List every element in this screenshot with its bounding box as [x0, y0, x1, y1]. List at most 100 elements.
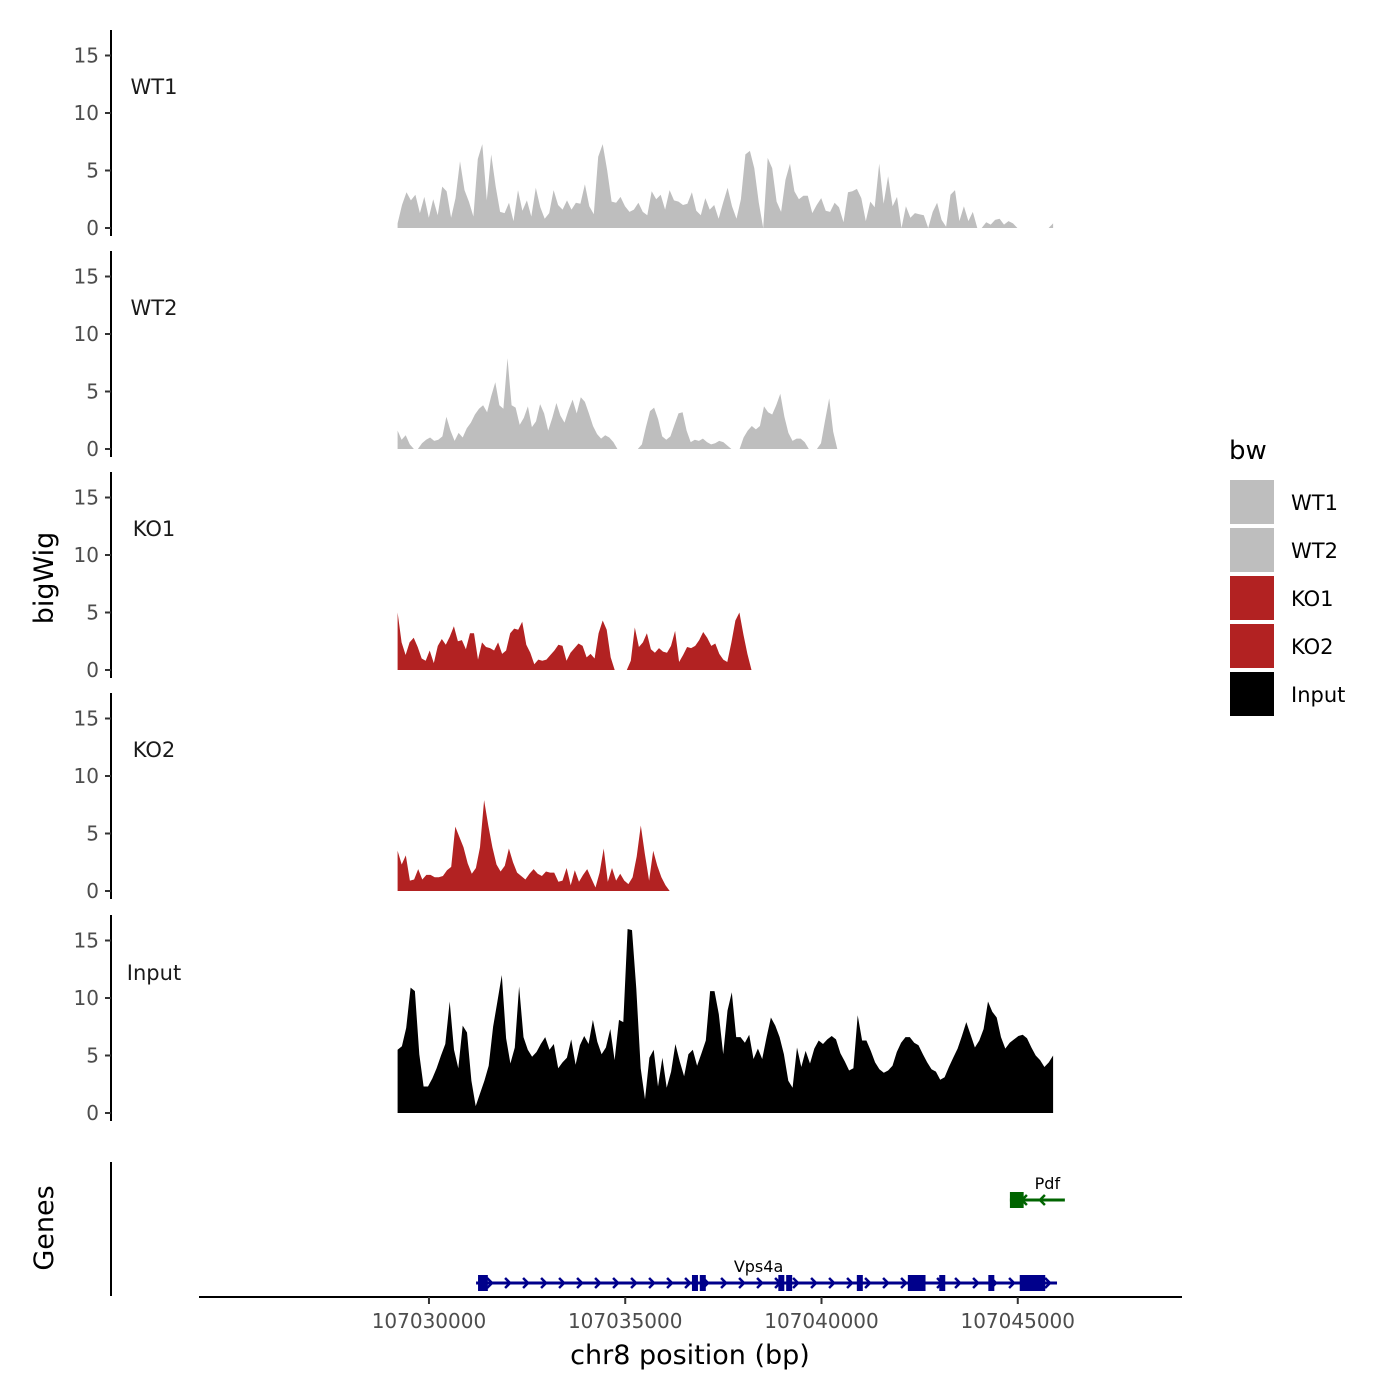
y-tick-label: 10 — [74, 543, 99, 567]
strand-chevron — [612, 1277, 620, 1289]
y-tick-label: 15 — [74, 707, 99, 731]
y-tick-label: 0 — [86, 658, 99, 682]
gene-exon — [988, 1275, 995, 1291]
strand-chevron — [684, 1277, 692, 1289]
y-tick-label: 5 — [86, 822, 99, 846]
x-tick-label: 107045000 — [960, 1309, 1075, 1333]
gene-name-label: Vps4a — [734, 1257, 783, 1276]
strand-chevron — [972, 1277, 980, 1289]
x-axis-title: chr8 position (bp) — [570, 1340, 810, 1371]
track-label-WT2: WT2 — [131, 296, 178, 320]
strand-chevron — [864, 1277, 872, 1289]
strand-chevron — [540, 1277, 548, 1289]
legend-label: KO2 — [1291, 635, 1334, 659]
coverage-area-WT1 — [397, 144, 1054, 228]
strand-chevron — [648, 1277, 656, 1289]
y-tick-label: 10 — [74, 322, 99, 346]
genes-axis-title: Genes — [29, 1185, 60, 1270]
gene-exon — [478, 1275, 488, 1291]
coverage-area-KO1 — [397, 612, 1054, 670]
legend-swatch — [1230, 528, 1274, 572]
track-label-KO2: KO2 — [133, 738, 176, 762]
track-panel-Input: 0 5 10 15 Input — [74, 915, 1054, 1125]
strand-chevron — [810, 1277, 818, 1289]
strand-chevron — [1008, 1277, 1016, 1289]
legend-swatch — [1230, 480, 1274, 524]
y-tick-label: 5 — [86, 1044, 99, 1068]
x-tick-label: 107040000 — [764, 1309, 879, 1333]
y-tick-label: 15 — [74, 265, 99, 289]
y-tick-label: 0 — [86, 879, 99, 903]
x-axis: 107030000 107035000 107040000 107045000 — [372, 1297, 1075, 1333]
legend-entry-WT1: WT1 — [1230, 480, 1338, 524]
strand-chevron — [504, 1277, 512, 1289]
strand-chevron — [756, 1277, 764, 1289]
y-tick-label: 0 — [86, 1101, 99, 1125]
legend-entry-WT2: WT2 — [1230, 528, 1338, 572]
legend-label: Input — [1291, 683, 1345, 707]
legend-label: KO1 — [1291, 587, 1334, 611]
gene-exon — [786, 1275, 793, 1291]
legend-entry-KO1: KO1 — [1230, 576, 1334, 620]
y-tick-label: 5 — [86, 380, 99, 404]
strand-chevron — [720, 1277, 728, 1289]
coverage-area-KO2 — [397, 800, 1054, 891]
strand-chevron — [954, 1277, 962, 1289]
legend-entry-Input: Input — [1230, 672, 1345, 716]
coverage-area-WT2 — [397, 358, 1054, 449]
tracks-layer: 0 5 10 15 WT1 0 5 10 15 WT2 0 5 10 15 KO1 0 5 10 15 KO2 0 5 10… — [74, 30, 1054, 1125]
strand-chevron — [828, 1277, 836, 1289]
legend-label: WT2 — [1291, 539, 1338, 563]
gene-exon — [939, 1275, 946, 1291]
genes-layer: Vps4a Pdf — [476, 1174, 1065, 1291]
strand-chevron — [522, 1277, 530, 1289]
strand-chevron — [846, 1277, 854, 1289]
strand-chevron — [1044, 1277, 1052, 1289]
y-tick-label: 0 — [86, 216, 99, 240]
legend-swatch — [1230, 576, 1274, 620]
gene-exon — [907, 1275, 926, 1291]
track-panel-WT2: 0 5 10 15 WT2 — [74, 251, 1054, 461]
track-panel-KO2: 0 5 10 15 KO2 — [74, 693, 1054, 903]
gene-name-label: Pdf — [1035, 1174, 1061, 1193]
y-tick-label: 10 — [74, 764, 99, 788]
legend-label: WT1 — [1291, 491, 1338, 515]
y-tick-label: 5 — [86, 159, 99, 183]
strand-chevron — [630, 1277, 638, 1289]
track-panel-WT1: 0 5 10 15 WT1 — [74, 30, 1054, 240]
legend-entries: WT1 WT2 KO1 KO2 Input — [1230, 480, 1345, 716]
gene-exon — [691, 1275, 698, 1291]
legend: bw WT1 WT2 KO1 KO2 Input — [1229, 436, 1345, 716]
strand-chevron — [666, 1277, 674, 1289]
strand-chevron — [792, 1277, 800, 1289]
y-tick-label: 0 — [86, 437, 99, 461]
gene-exon — [856, 1275, 863, 1291]
coverage-area-Input — [397, 929, 1054, 1113]
strand-chevron — [738, 1277, 746, 1289]
legend-swatch — [1230, 624, 1274, 668]
track-label-KO1: KO1 — [133, 517, 176, 541]
strand-chevron — [486, 1277, 494, 1289]
track-label-Input: Input — [127, 961, 181, 985]
strand-chevron — [558, 1277, 566, 1289]
strand-chevron — [1038, 1194, 1046, 1206]
y-tick-label: 15 — [74, 929, 99, 953]
y-tick-label: 10 — [74, 986, 99, 1010]
x-tick-label: 107035000 — [568, 1309, 683, 1333]
legend-swatch — [1230, 672, 1274, 716]
gene-Pdf: Pdf — [1009, 1174, 1065, 1208]
y-tick-label: 5 — [86, 601, 99, 625]
strand-chevron — [900, 1277, 908, 1289]
strand-chevron — [882, 1277, 890, 1289]
gene-Vps4a: Vps4a — [476, 1257, 1058, 1291]
gene-exon — [778, 1275, 785, 1291]
legend-entry-KO2: KO2 — [1230, 624, 1334, 668]
y-tick-label: 15 — [74, 44, 99, 68]
strand-chevron — [576, 1277, 584, 1289]
x-tick-label: 107030000 — [372, 1309, 487, 1333]
gene-exon — [699, 1275, 706, 1291]
y-tick-label: 15 — [74, 486, 99, 510]
gene-exon — [1009, 1192, 1024, 1208]
track-label-WT1: WT1 — [131, 75, 178, 99]
